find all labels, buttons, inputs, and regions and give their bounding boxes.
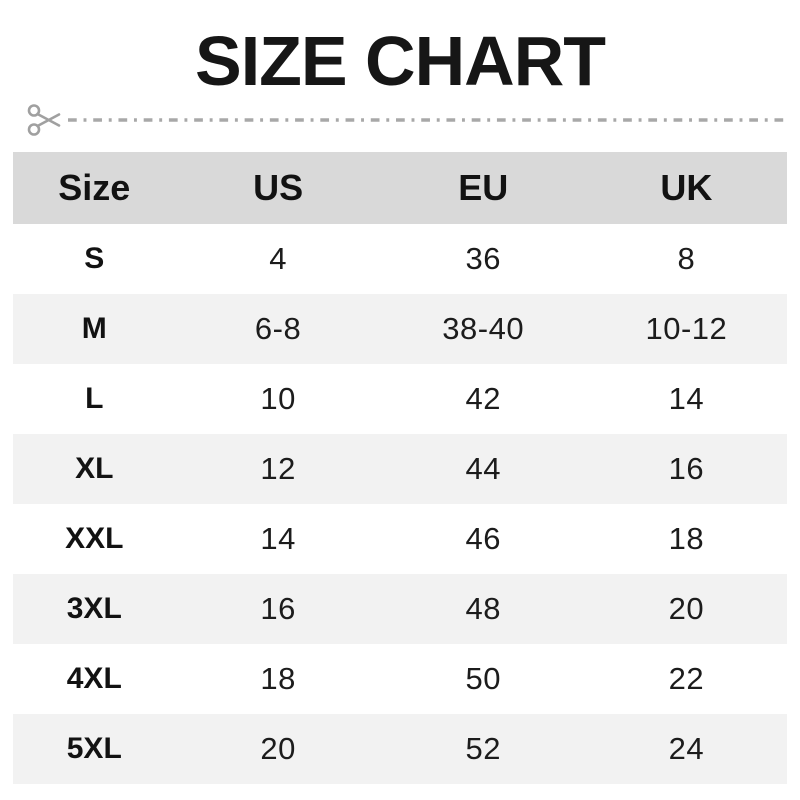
column-header-eu: EU bbox=[380, 152, 586, 224]
us-cell: 16 bbox=[260, 591, 296, 626]
size-cell: M bbox=[81, 312, 107, 345]
uk-cell: 18 bbox=[668, 521, 705, 556]
size-cell: S bbox=[84, 242, 105, 275]
column-header-us: US bbox=[175, 152, 381, 224]
table-row: XXL 14 46 18 bbox=[13, 504, 787, 574]
eu-cell: 50 bbox=[465, 661, 501, 696]
us-cell: 18 bbox=[260, 661, 296, 696]
table-row: M 6-8 38-40 10-12 bbox=[13, 294, 787, 364]
eu-cell: 44 bbox=[465, 451, 501, 486]
size-cell: 5XL bbox=[66, 732, 122, 765]
eu-cell: 48 bbox=[465, 591, 501, 626]
table-row: S 4 36 8 bbox=[13, 224, 787, 294]
eu-cell: 46 bbox=[465, 521, 501, 556]
us-cell: 10 bbox=[260, 381, 296, 416]
size-chart-table: Size US EU UK S 4 36 8 M 6-8 38-40 10-12… bbox=[13, 152, 787, 784]
eu-cell: 42 bbox=[465, 381, 501, 416]
size-cell: 4XL bbox=[66, 662, 122, 695]
table-row: XL 12 44 16 bbox=[13, 434, 787, 504]
header-row: Size US EU UK bbox=[13, 152, 787, 224]
table-body: S 4 36 8 M 6-8 38-40 10-12 L 10 42 14 XL… bbox=[13, 224, 787, 784]
size-cell: 3XL bbox=[66, 592, 122, 625]
column-header-uk: UK bbox=[585, 152, 787, 224]
size-cell: XXL bbox=[65, 522, 124, 555]
dashed-cut-path bbox=[68, 118, 790, 122]
scissors-icon bbox=[27, 104, 61, 136]
uk-cell: 16 bbox=[668, 451, 705, 486]
uk-cell: 8 bbox=[677, 241, 696, 276]
column-header-size: Size bbox=[13, 152, 176, 224]
size-cell: L bbox=[85, 382, 104, 415]
uk-cell: 20 bbox=[668, 591, 705, 626]
table-row: L 10 42 14 bbox=[13, 364, 787, 434]
table-row: 3XL 16 48 20 bbox=[13, 574, 787, 644]
us-cell: 6-8 bbox=[254, 311, 302, 346]
uk-cell: 24 bbox=[668, 731, 705, 766]
table-row: 4XL 18 50 22 bbox=[13, 644, 787, 714]
us-cell: 20 bbox=[260, 731, 296, 766]
cut-line-divider bbox=[26, 100, 790, 140]
table-header: Size US EU UK bbox=[13, 152, 787, 224]
uk-cell: 14 bbox=[668, 381, 705, 416]
page-title: SIZE CHART bbox=[195, 22, 606, 100]
eu-cell: 38-40 bbox=[442, 311, 525, 346]
us-cell: 14 bbox=[260, 521, 296, 556]
uk-cell: 22 bbox=[668, 661, 705, 696]
size-cell: XL bbox=[75, 452, 114, 485]
us-cell: 12 bbox=[260, 451, 296, 486]
eu-cell: 52 bbox=[465, 731, 501, 766]
us-cell: 4 bbox=[269, 241, 287, 276]
eu-cell: 36 bbox=[465, 241, 501, 276]
uk-cell: 10-12 bbox=[645, 311, 728, 346]
table-row: 5XL 20 52 24 bbox=[13, 714, 787, 784]
